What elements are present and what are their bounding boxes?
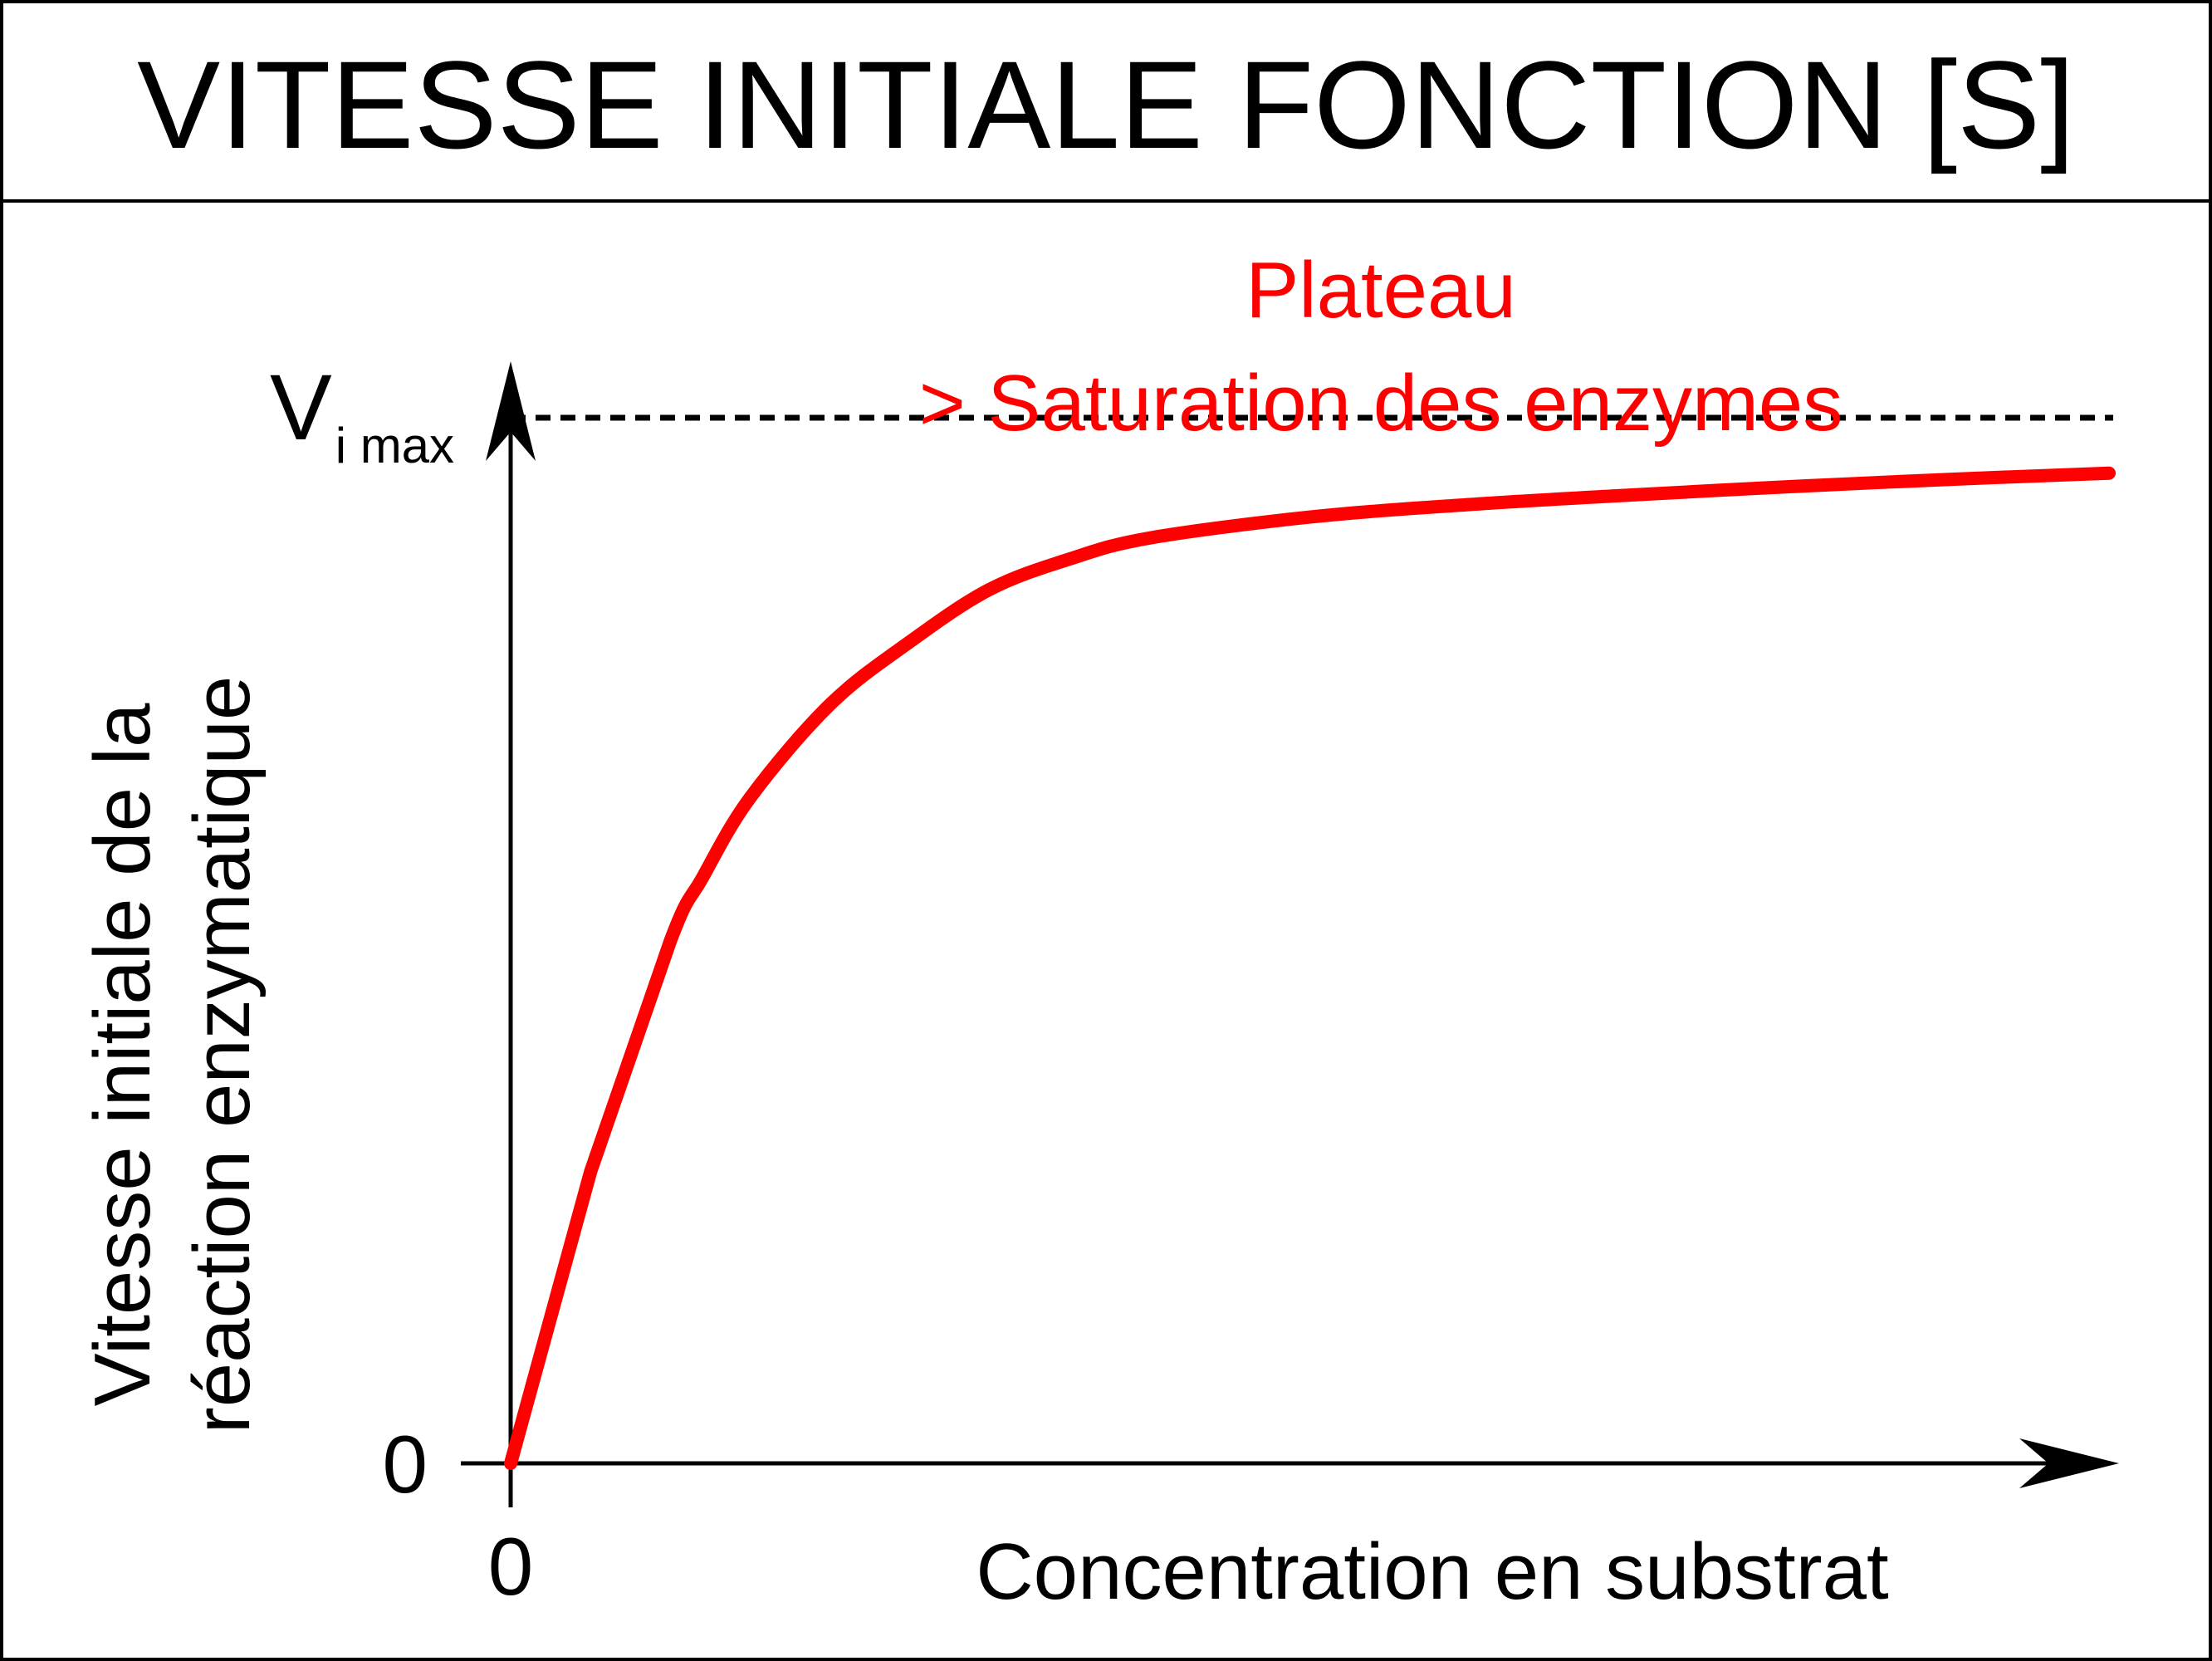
vmax-label-main: V xyxy=(270,355,332,459)
vmax-label: Vi max xyxy=(270,355,454,473)
vmax-label-sub: i max xyxy=(335,418,454,473)
plateau-annotation-line-2: > Saturation des enzymes xyxy=(919,359,1843,448)
y-axis-arrow xyxy=(486,361,536,461)
y-tick-label: 0 xyxy=(382,1418,428,1510)
series-line-initial-velocity xyxy=(504,466,2116,1470)
x-tick-label: 0 xyxy=(488,1521,534,1612)
x-axis-label: Concentration en substrat xyxy=(976,1527,1888,1616)
x-axis-arrow xyxy=(2019,1438,2119,1488)
chart-title: VITESSE INITIALE FONCTION [S] xyxy=(137,35,2075,174)
y-axis-label-line-2: réaction enzymatique xyxy=(178,676,267,1434)
y-axis-label-line-1: Vitesse initiale de la xyxy=(78,703,167,1406)
y-axis-label: Vitesse initiale de la réaction enzymati… xyxy=(78,676,267,1434)
plateau-annotation-line-1: Plateau xyxy=(1245,246,1516,335)
